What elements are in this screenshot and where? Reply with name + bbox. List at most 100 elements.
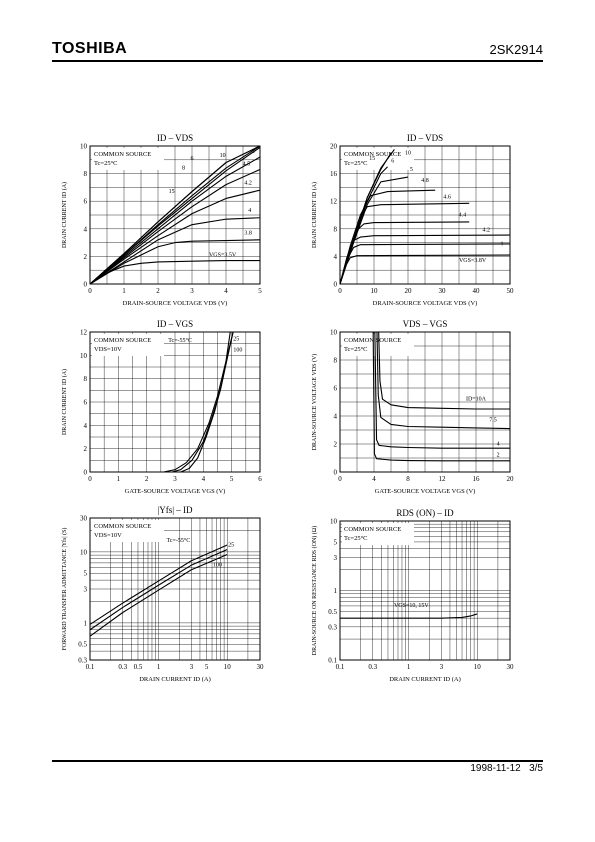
series-label: 15	[369, 156, 375, 162]
series-line	[89, 544, 228, 625]
series-line	[339, 221, 470, 285]
series-label: 4.2	[244, 181, 252, 187]
y-tick-label: 4	[84, 422, 88, 430]
x-tick-label: 0.5	[134, 663, 143, 671]
x-tick-label: 0	[338, 287, 342, 295]
series-line	[89, 259, 260, 285]
y-tick-label: 2	[334, 441, 338, 449]
annotation-bg	[92, 520, 164, 542]
part-number: 2SK2914	[489, 42, 544, 57]
series-line	[89, 189, 261, 285]
series-line	[89, 156, 261, 285]
x-axis-label: GATE-SOURCE VOLTAGE VGS (V)	[125, 488, 226, 495]
annotation-text: COMMON SOURCE	[344, 526, 401, 533]
series-line	[89, 548, 228, 631]
x-tick-label: 1	[122, 287, 126, 295]
y-tick-label: 8	[334, 357, 338, 365]
x-tick-label: 1	[157, 663, 161, 671]
x-tick-label: 2	[156, 287, 160, 295]
series-label: 7.5	[489, 418, 497, 424]
annotation-bg	[342, 334, 414, 356]
plot-frame	[89, 331, 261, 473]
series-line	[89, 217, 261, 285]
x-tick-label: 12	[439, 475, 447, 483]
y-tick-label: 8	[84, 375, 88, 383]
series-line	[89, 553, 228, 637]
condition-annotation: COMMON SOURCE VDS=10V	[92, 334, 164, 356]
y-tick-label: 10	[80, 143, 88, 151]
y-tick-label: 0.3	[328, 623, 337, 631]
series-label: 2	[497, 453, 500, 459]
y-tick-label: 0	[84, 469, 88, 477]
footer-page: 3/5	[529, 763, 543, 774]
y-tick-label: 4	[84, 225, 88, 233]
y-tick-label: 3	[334, 554, 338, 562]
series-line	[340, 613, 478, 619]
x-tick-label: 10	[371, 287, 379, 295]
y-tick-label: 2	[84, 445, 88, 453]
series-label: 10	[220, 153, 226, 159]
y-tick-label: 1	[84, 619, 88, 627]
chart-title: ID – VDS	[157, 133, 193, 143]
annotation-bg	[342, 523, 414, 545]
y-tick-label: 0	[334, 281, 338, 289]
x-tick-label: 4	[224, 287, 228, 295]
chart-2: 0 10 20 30 40 50 0 4 8 12 16 20 ID – VDS DRAIN-SOURCE…	[311, 133, 514, 307]
annotation-text: COMMON SOURCE	[94, 151, 151, 158]
y-tick-label: 3	[84, 586, 88, 594]
plot-frame	[339, 145, 511, 285]
series-label: 4.4	[459, 212, 467, 218]
y-tick-label: 4	[334, 253, 338, 261]
x-tick-label: 2	[145, 475, 149, 483]
chart-title: RDS (ON) – ID	[396, 508, 454, 518]
condition-annotation: COMMON SOURCE Tc=25°C	[342, 148, 414, 170]
x-tick-label: 1	[117, 475, 121, 483]
x-axis-label: DRAIN CURRENT ID (A)	[139, 676, 211, 683]
series-line	[180, 331, 234, 473]
x-tick-label: 4	[372, 475, 376, 483]
y-tick-label: 5	[84, 570, 88, 578]
x-tick-label: 10	[474, 663, 482, 671]
x-tick-label: 40	[473, 287, 481, 295]
annotation-text: COMMON SOURCE	[344, 337, 401, 344]
x-tick-label: 0	[88, 475, 92, 483]
y-tick-label: 12	[80, 329, 88, 337]
series-label: Tc=-55°C	[168, 337, 192, 344]
series-label: VGS=10, 15V	[394, 603, 429, 609]
x-tick-label: 6	[258, 475, 262, 483]
series-label: 4.8	[421, 178, 429, 184]
annotation-text: Tc=25°C	[344, 346, 368, 353]
series-label: 8	[182, 165, 185, 171]
chart-title: ID – VDS	[407, 133, 443, 143]
series-label: 6	[391, 159, 394, 165]
x-tick-label: 4	[202, 475, 206, 483]
y-tick-label: 0	[84, 281, 88, 289]
series-line	[89, 146, 261, 285]
series-label: 100	[233, 348, 242, 354]
x-tick-label: 0.3	[118, 663, 127, 671]
x-tick-label: 5	[258, 287, 262, 295]
x-tick-label: 0	[338, 475, 342, 483]
x-tick-label: 0.1	[86, 663, 95, 671]
condition-annotation: COMMON SOURCE Tc=25°C	[342, 523, 414, 545]
series-label: 25	[228, 542, 234, 548]
y-tick-label: 6	[84, 198, 88, 206]
condition-annotation: COMMON SOURCE VDS=10V	[92, 520, 164, 542]
plot-frame	[339, 331, 511, 473]
y-tick-label: 10	[80, 352, 88, 360]
series-line	[374, 331, 510, 449]
y-tick-label: 20	[330, 143, 338, 151]
series-label: 10	[405, 150, 411, 156]
x-tick-label: 8	[406, 475, 410, 483]
y-axis-label: DRAIN-SOURCE VOLTAGE VDS (V)	[311, 354, 318, 451]
chart-title: VDS – VGS	[403, 319, 448, 329]
x-tick-label: 50	[507, 287, 515, 295]
x-tick-label: 0.3	[368, 663, 377, 671]
x-tick-label: 5	[205, 663, 209, 671]
x-axis-label: DRAIN-SOURCE VOLTAGE VDS (V)	[123, 300, 228, 307]
x-tick-label: 3	[190, 287, 194, 295]
series-label: 4	[248, 208, 251, 214]
series-line	[89, 145, 261, 285]
series-line	[339, 254, 511, 285]
x-tick-label: 0	[88, 287, 92, 295]
